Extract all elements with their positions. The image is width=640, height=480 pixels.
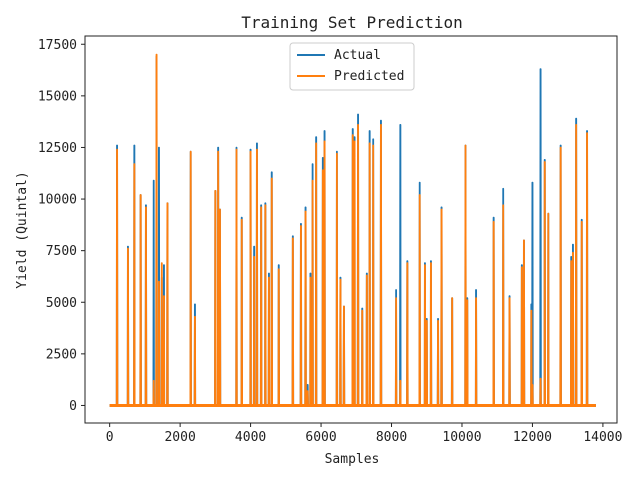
- y-tick-label: 5000: [46, 296, 77, 311]
- x-tick-label: 14000: [583, 430, 622, 445]
- x-tick-label: 4000: [235, 430, 266, 445]
- x-axis: 0 2000 4000 6000 8000 10000 12000 14000: [106, 423, 622, 445]
- legend-label-actual: Actual: [334, 48, 381, 63]
- y-tick-label: 7500: [46, 244, 77, 259]
- legend-label-predicted: Predicted: [334, 69, 404, 84]
- plot-frame: [84, 35, 618, 424]
- series-line-predicted: [109, 53, 596, 407]
- x-tick-label: 12000: [513, 430, 552, 445]
- x-tick-label: 8000: [376, 430, 407, 445]
- chart-title: Training Set Prediction: [241, 13, 463, 32]
- y-axis: 0 2500 5000 7500 10000 12500 15000 17500: [38, 38, 85, 414]
- y-tick-label: 2500: [46, 347, 77, 362]
- x-axis-title: Samples: [325, 452, 380, 467]
- y-tick-label: 10000: [38, 193, 77, 208]
- y-tick-label: 0: [69, 399, 77, 414]
- plot-area: [109, 53, 596, 407]
- x-tick-label: 10000: [442, 430, 481, 445]
- x-tick-label: 2000: [164, 430, 195, 445]
- y-tick-label: 17500: [38, 38, 77, 53]
- y-tick-label: 15000: [38, 89, 77, 104]
- x-tick-label: 0: [106, 430, 114, 445]
- x-tick-label: 6000: [305, 430, 336, 445]
- y-tick-label: 12500: [38, 141, 77, 156]
- legend: Actual Predicted: [289, 42, 415, 91]
- y-axis-title: Yield (Quintal): [15, 171, 30, 288]
